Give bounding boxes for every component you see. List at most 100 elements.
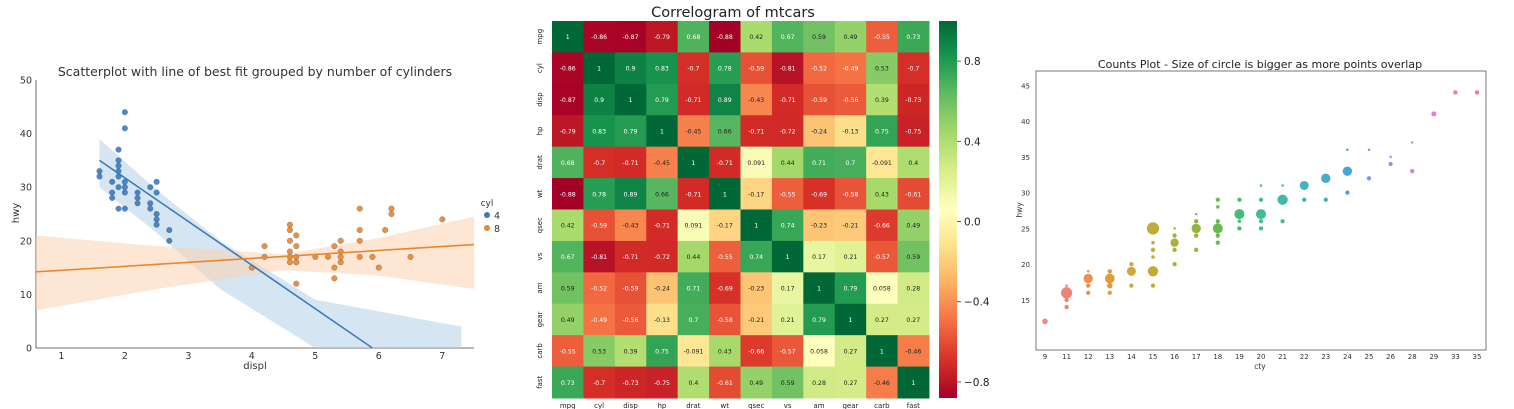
heatmap-cell <box>740 178 773 210</box>
heatmap-cell <box>897 83 930 116</box>
cell-value-label: -0.73 <box>623 380 639 387</box>
cell-value-label: 0.39 <box>875 97 889 104</box>
heatmap-cell <box>583 209 616 242</box>
data-point <box>115 162 122 169</box>
heatmap-cell <box>866 335 899 368</box>
cell-value-label: 0.79 <box>624 128 638 135</box>
heatmap-cell <box>614 83 647 116</box>
x-tick-label: 29 <box>1429 353 1438 361</box>
cell-value-label: 0.71 <box>812 160 826 167</box>
y-tick-label: 0 <box>26 344 32 355</box>
data-point <box>109 178 116 185</box>
cell-value-label: -0.55 <box>717 254 733 261</box>
data-point <box>337 259 344 266</box>
colorbar-tick-label: 0.4 <box>964 136 981 148</box>
count-point <box>1086 283 1091 288</box>
data-point <box>121 109 128 116</box>
heatmap-cell <box>552 209 584 242</box>
x-tick-label: 2 <box>122 351 128 362</box>
heatmap-cell <box>677 52 710 85</box>
data-point <box>388 205 395 212</box>
heatmap-cell <box>834 178 867 210</box>
cell-value-label: 0.42 <box>561 223 575 230</box>
heatmap-cell <box>866 146 899 179</box>
cell-value-label: -0.56 <box>623 317 639 324</box>
x-tick-label: 23 <box>1321 353 1330 361</box>
heatmap-cell <box>709 335 741 368</box>
data-point <box>166 227 173 234</box>
counts-plot-panel: Counts Plot - Size of circle is bigger a… <box>1000 0 1514 409</box>
heatmap-cell <box>583 21 616 53</box>
heatmap-cell <box>709 115 741 148</box>
cell-value-label: 0.17 <box>812 254 826 261</box>
heatmap-cell <box>646 52 679 85</box>
data-point <box>115 146 122 153</box>
heatmap-cell <box>677 240 710 273</box>
heatmap-cell <box>866 272 899 305</box>
count-point <box>1474 90 1480 95</box>
data-point <box>134 189 141 196</box>
heatmap-cell <box>614 21 647 53</box>
count-point <box>1216 205 1220 209</box>
cell-value-label: 0.89 <box>624 191 638 198</box>
y-tick-label: 20 <box>20 236 32 247</box>
count-point <box>1345 190 1350 195</box>
data-point <box>356 205 363 212</box>
heatmap-cell <box>771 178 804 210</box>
data-point <box>382 227 389 234</box>
heatmap-cell <box>803 21 836 53</box>
data-point <box>286 227 293 234</box>
heatmap-cell <box>771 272 804 305</box>
scatter-best-fit-panel: Scatterplot with line of best fit groupe… <box>0 0 500 409</box>
count-point <box>1299 180 1309 190</box>
cell-value-label: -0.79 <box>560 128 576 135</box>
cell-value-label: -0.43 <box>623 223 639 230</box>
count-point <box>1321 173 1331 183</box>
count-point <box>1237 197 1242 202</box>
cell-value-label: 0.74 <box>781 223 795 230</box>
x-tick-label: 16 <box>1170 353 1179 361</box>
heatmap-cell <box>771 21 804 53</box>
x-tick-label: 21 <box>1278 353 1287 361</box>
count-point <box>1042 318 1048 325</box>
data-point <box>153 178 160 185</box>
heatmap-cell <box>771 83 804 116</box>
cell-value-label: 0.67 <box>781 34 795 41</box>
heatmap-cell <box>677 335 710 368</box>
count-point <box>1104 273 1115 284</box>
cell-value-label: 1 <box>880 348 884 355</box>
count-point <box>1215 219 1220 224</box>
cell-value-label: -0.57 <box>780 348 796 355</box>
cell-value-label: 1 <box>786 254 790 261</box>
heatmap-cell <box>646 240 679 273</box>
cell-value-label: -0.71 <box>623 254 639 261</box>
cell-value-label: -0.87 <box>560 97 576 104</box>
data-point <box>134 200 141 207</box>
count-point <box>1342 166 1353 176</box>
y-axis-label: hwy <box>1015 202 1024 218</box>
cell-value-label: -0.13 <box>842 128 858 135</box>
cell-value-label: -0.24 <box>811 128 827 135</box>
cell-value-label: -0.43 <box>748 97 764 104</box>
heatmap-cell <box>740 21 773 53</box>
cell-value-label: 0.28 <box>906 286 920 293</box>
heatmap-cell <box>771 146 804 179</box>
x-tick-label: 25 <box>1365 353 1374 361</box>
count-point <box>1126 266 1136 276</box>
cell-value-label: 0.53 <box>875 66 889 73</box>
x-tick-label: 20 <box>1257 353 1266 361</box>
count-point <box>1234 209 1245 220</box>
cell-value-label: -0.72 <box>654 254 670 261</box>
data-point <box>109 189 116 196</box>
cell-value-label: 0.21 <box>781 317 795 324</box>
cell-value-label: 0.27 <box>875 317 889 324</box>
heatmap-cell <box>866 115 899 148</box>
data-point <box>147 205 154 212</box>
cell-value-label: -0.61 <box>905 191 921 198</box>
heatmap-cell <box>771 52 804 85</box>
cell-value-label: -0.71 <box>717 160 733 167</box>
cell-value-label: 0.66 <box>655 191 669 198</box>
cell-value-label: 1 <box>754 223 758 230</box>
heatmap-cell <box>583 366 616 399</box>
heatmap-cell <box>897 272 930 305</box>
